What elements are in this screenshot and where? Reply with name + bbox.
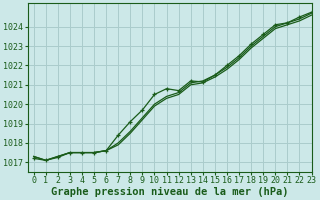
- X-axis label: Graphe pression niveau de la mer (hPa): Graphe pression niveau de la mer (hPa): [51, 186, 288, 197]
